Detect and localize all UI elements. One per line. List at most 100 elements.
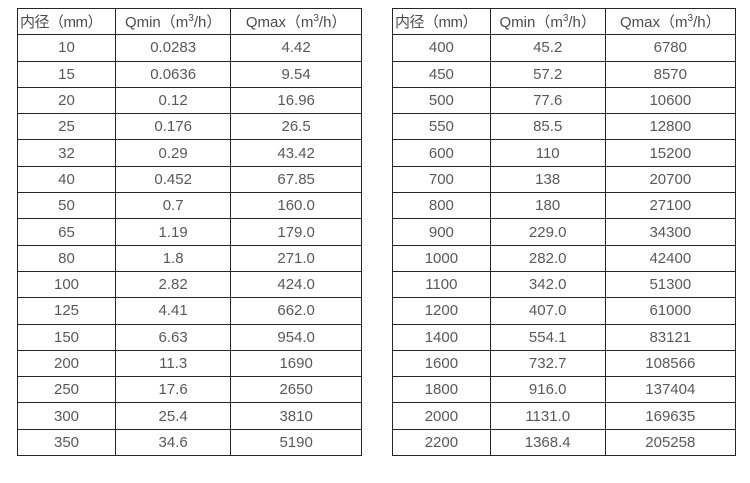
table-row: 100 2.82 424.0 [16,270,362,299]
cell-qmin: 11.3 [115,349,232,378]
cell-qmax: 12800 [604,113,737,141]
cell-qmax: 51300 [604,270,737,299]
cell-qmax: 2650 [230,376,362,404]
cell-diameter: 25 [16,113,117,141]
cell-qmin: 0.176 [115,113,232,141]
cell-qmax: 61000 [604,297,737,325]
cell-qmax: 27100 [604,192,737,220]
table-row: 125 4.41 662.0 [16,297,362,325]
cell-qmin: 57.2 [489,60,606,88]
table-row: 400 45.2 6780 [392,34,737,62]
cell-qmax: 424.0 [230,270,362,299]
cell-qmax: 15200 [604,139,737,167]
table-row: 25 0.176 26.5 [16,113,362,141]
table-row: 1400 554.1 83121 [392,323,737,351]
cell-diameter: 900 [392,218,491,246]
cell-qmin: 1.19 [115,218,232,246]
cell-diameter: 10 [16,34,117,62]
cell-diameter: 65 [16,218,117,246]
cell-qmax: 137404 [604,376,737,404]
cell-diameter: 2000 [392,402,491,430]
cell-diameter: 15 [16,60,117,88]
table-header-row: 内径（mm） Qmin（m3/h） Qmax（m3/h） [392,7,737,36]
cell-diameter: 500 [392,86,491,115]
table-row: 600 110 15200 [392,139,737,167]
cell-diameter: 100 [16,270,117,299]
cell-qmin: 77.6 [489,86,606,115]
cell-qmin: 110 [489,139,606,167]
cell-qmin: 0.452 [115,165,232,194]
table-row: 15 0.0636 9.54 [16,60,362,88]
table-row: 1100 342.0 51300 [392,270,737,299]
table-row: 40 0.452 67.85 [16,165,362,194]
cell-qmax: 205258 [604,428,737,457]
cell-qmax: 160.0 [230,192,362,220]
cell-diameter: 40 [16,165,117,194]
cell-qmax: 8570 [604,60,737,88]
table-row: 20 0.12 16.96 [16,86,362,115]
cell-qmin: 25.4 [115,402,232,430]
cell-diameter: 250 [16,376,117,404]
cell-qmin: 1.8 [115,244,232,272]
table-row: 550 85.5 12800 [392,113,737,141]
cell-qmax: 1690 [230,349,362,378]
table-row: 350 34.6 5190 [16,428,362,457]
cell-qmin: 407.0 [489,297,606,325]
cell-diameter: 20 [16,86,117,115]
table-row: 1200 407.0 61000 [392,297,737,325]
header-diameter: 内径（mm） [16,7,117,36]
cell-qmax: 42400 [604,244,737,272]
cell-diameter: 80 [16,244,117,272]
cell-qmax: 5190 [230,428,362,457]
cell-qmin: 0.12 [115,86,232,115]
table-row: 1600 732.7 108566 [392,349,737,378]
cell-diameter: 350 [16,428,117,457]
table-row: 1800 916.0 137404 [392,376,737,404]
cell-qmax: 3810 [230,402,362,430]
cell-qmax: 169635 [604,402,737,430]
cell-qmax: 26.5 [230,113,362,141]
cell-qmax: 108566 [604,349,737,378]
cell-qmin: 0.29 [115,139,232,167]
cell-diameter: 2200 [392,428,491,457]
header-qmax: Qmax（m3/h） [604,7,737,36]
cell-qmax: 6780 [604,34,737,62]
cell-qmin: 282.0 [489,244,606,272]
cell-qmax: 9.54 [230,60,362,88]
cell-diameter: 600 [392,139,491,167]
table-row: 2200 1368.4 205258 [392,428,737,457]
cell-diameter: 450 [392,60,491,88]
table-row: 900 229.0 34300 [392,218,737,246]
cell-diameter: 1600 [392,349,491,378]
cell-qmin: 1368.4 [489,428,606,457]
header-row: 内径（mm） Qmin（m3/h） Qmax（m3/h） [392,7,737,36]
table-row: 80 1.8 271.0 [16,244,362,272]
cell-qmax: 4.42 [230,34,362,62]
cell-qmax: 34300 [604,218,737,246]
cell-qmin: 45.2 [489,34,606,62]
table-row: 150 6.63 954.0 [16,323,362,351]
cell-qmax: 67.85 [230,165,362,194]
table-row: 200 11.3 1690 [16,349,362,378]
cell-diameter: 32 [16,139,117,167]
flow-table-large-diameters: 内径（mm） Qmin（m3/h） Qmax（m3/h） 400 45.2 6780 45… [392,7,737,457]
cell-qmin: 0.7 [115,192,232,220]
cell-diameter: 550 [392,113,491,141]
cell-qmax: 83121 [604,323,737,351]
cell-qmax: 179.0 [230,218,362,246]
cell-diameter: 700 [392,165,491,194]
cell-qmin: 6.63 [115,323,232,351]
header-qmax: Qmax（m3/h） [230,7,362,36]
table-row: 700 138 20700 [392,165,737,194]
cell-diameter: 300 [16,402,117,430]
cell-diameter: 50 [16,192,117,220]
cell-qmin: 916.0 [489,376,606,404]
cell-diameter: 800 [392,192,491,220]
cell-qmax: 20700 [604,165,737,194]
cell-diameter: 1800 [392,376,491,404]
table-body: 10 0.0283 4.42 15 0.0636 9.54 20 0.12 16.96 25 0.1… [16,34,362,457]
table-header-row: 内径（mm） Qmin（m3/h） Qmax（m3/h） [16,7,362,36]
table-row: 800 180 27100 [392,192,737,220]
header-qmin: Qmin（m3/h） [115,7,232,36]
